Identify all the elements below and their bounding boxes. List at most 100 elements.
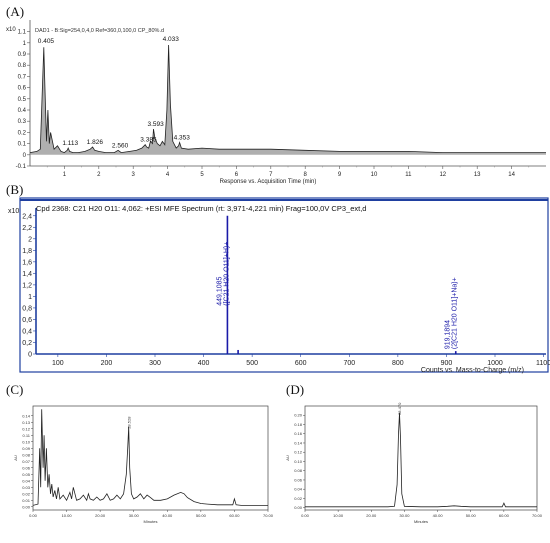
x-tick-label-a: 4	[166, 172, 170, 178]
y-tick-label-b: 0,6	[22, 317, 32, 324]
x-tick-label-c: 50.00	[196, 513, 207, 518]
peak-label-a: 1.826	[87, 139, 104, 146]
chart-a-header: DAD1 - B:Sig=254,0,4,0 Ref=360,0,100,0 C…	[35, 28, 164, 34]
y-tick-label-d: 0.14	[294, 440, 303, 445]
x-axis-label-a: Response vs. Acquisition Time (min)	[220, 179, 317, 185]
peak-label-a: 1.113	[62, 140, 78, 147]
y-axis-label-c: AU	[13, 455, 18, 461]
x-tick-label-d: 10.00	[333, 513, 344, 518]
plot-frame-c	[32, 405, 269, 511]
x-tick-label-a: 1	[63, 172, 67, 178]
y-tick-label-c: 0.10	[22, 439, 31, 444]
series-line-c	[32, 409, 268, 506]
y-tick-label-a: -0.1	[16, 164, 27, 170]
y-tick-label-a: 0.7	[18, 74, 27, 80]
y-exponent-a: x10	[6, 27, 16, 33]
y-tick-label-a: 0.3	[18, 119, 27, 125]
x-tick-label-a: 10	[371, 172, 378, 178]
x-tick-label-a: 7	[269, 172, 273, 178]
peak-label-a: 0.405	[38, 38, 55, 45]
peak-mz-label-b: 449,1085	[216, 276, 223, 305]
y-tick-label-b: 1,6	[22, 259, 32, 266]
panel-label-c: (C)	[6, 382, 24, 397]
y-tick-label-c: 0.01	[22, 498, 31, 503]
x-tick-label-c: 10.00	[62, 513, 73, 518]
x-tick-label-c: 30.00	[129, 513, 140, 518]
x-tick-label-a: 9	[338, 172, 342, 178]
x-tick-label-b: 800	[392, 360, 404, 367]
peak-label-d: 28.470	[397, 402, 402, 415]
y-tick-label-a: 0.1	[18, 142, 27, 148]
y-tick-label-c: 0.06	[22, 465, 31, 470]
y-tick-label-a: 0.6	[18, 86, 27, 92]
peak-label-a: 3.593	[147, 121, 164, 128]
x-tick-label-d: 70.00	[532, 513, 543, 518]
y-tick-label-b: 1	[28, 294, 32, 301]
peak-label-c: 28.528	[126, 416, 131, 429]
y-tick-label-a: 0	[23, 153, 27, 159]
x-tick-label-a: 12	[439, 172, 446, 178]
x-tick-label-c: 60.00	[229, 513, 240, 518]
peak-label-a: 2.560	[112, 142, 129, 149]
chart-b-header: Cpd 2368: C21 H20 O11: 4,062: +ESI MFE S…	[36, 204, 366, 213]
y-tick-label-d: 0.18	[294, 422, 303, 427]
y-tick-label-c: 0.02	[22, 491, 31, 496]
panel-label-b: (B)	[6, 182, 24, 197]
x-tick-label-a: 8	[304, 172, 308, 178]
x-tick-label-a: 6	[235, 172, 239, 178]
peak-label-a: 3.385	[140, 137, 157, 144]
x-tick-label-a: 5	[200, 172, 204, 178]
x-tick-label-b: 300	[149, 360, 161, 367]
y-tick-label-c: 0.14	[22, 413, 31, 418]
y-tick-label-d: 0.06	[294, 477, 303, 482]
y-tick-label-c: 0.04	[22, 478, 31, 483]
peak-mz-label-b: 919,1894	[445, 320, 452, 349]
y-tick-label-c: 0.08	[22, 452, 31, 457]
x-tick-label-d: 50.00	[466, 513, 477, 518]
x-tick-label-d: 0.00	[301, 513, 310, 518]
x-tick-label-d: 20.00	[366, 513, 377, 518]
y-tick-label-d: 0.00	[294, 505, 303, 510]
x-axis-label-d: Minutes	[414, 519, 428, 524]
y-tick-label-d: 0.20	[294, 413, 303, 418]
y-tick-label-c: 0.03	[22, 485, 31, 490]
y-tick-label-b: 1,4	[22, 271, 32, 278]
y-tick-label-c: 0.07	[22, 459, 31, 464]
y-tick-label-b: 0	[28, 352, 32, 359]
y-tick-label-a: 0.4	[18, 108, 27, 114]
panel-label-a: (A)	[6, 4, 25, 19]
y-tick-label-b: 0,8	[22, 305, 32, 312]
peak-ion-label-b: ([C21 H20 O11]+H)+	[223, 242, 230, 306]
panel-label-d: (D)	[286, 382, 305, 397]
y-tick-label-b: 2,4	[22, 213, 32, 220]
y-tick-label-c: 0.11	[23, 433, 31, 438]
x-tick-label-c: 0.00	[29, 513, 38, 518]
y-tick-label-d: 0.16	[294, 431, 303, 436]
y-tick-label-c: 0.05	[22, 472, 31, 477]
x-axis-label-c: Minutes	[143, 519, 157, 524]
x-tick-label-a: 14	[508, 172, 515, 178]
x-tick-label-b: 700	[343, 360, 355, 367]
y-tick-label-b: 1,8	[22, 248, 32, 255]
y-tick-label-b: 0,2	[22, 340, 32, 347]
y-tick-label-b: 2,2	[22, 225, 32, 232]
y-tick-label-c: 0.00	[22, 504, 31, 509]
y-tick-label-d: 0.08	[294, 468, 303, 473]
y-tick-label-d: 0.04	[294, 487, 303, 492]
chart-b-frame	[19, 197, 549, 373]
series-a-line	[29, 44, 546, 154]
x-tick-label-a: 11	[405, 172, 412, 178]
y-tick-label-a: 0.8	[18, 63, 27, 69]
x-tick-label-b: 100	[52, 360, 64, 367]
y-tick-label-a: 1	[23, 41, 27, 47]
y-tick-label-c: 0.12	[22, 426, 31, 431]
y-tick-label-a: 0.2	[18, 130, 27, 136]
x-tick-label-b: 400	[198, 360, 210, 367]
x-tick-label-b: 500	[246, 360, 258, 367]
y-tick-label-a: 0.5	[18, 97, 27, 103]
x-tick-label-b: 1000	[487, 360, 503, 367]
